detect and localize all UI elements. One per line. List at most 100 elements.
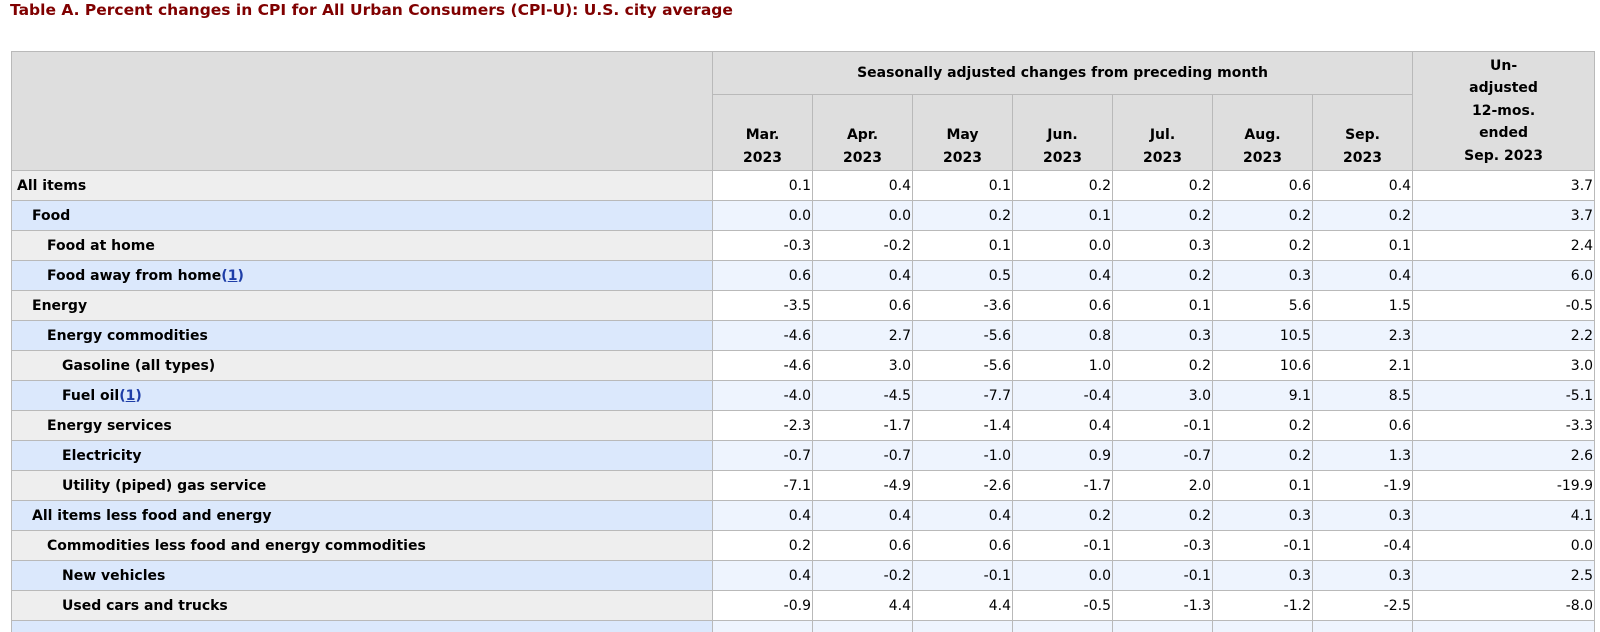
value-cell: -4.5: [812, 380, 913, 411]
value-cell: 0.4: [812, 500, 913, 531]
row-label-cell: Fuel oil(1): [11, 380, 713, 411]
value-cell: 3.0: [812, 350, 913, 381]
value-cell: 0.6: [1311, 410, 1414, 441]
value-cell: -1.9: [1311, 470, 1414, 501]
value-cell: [712, 620, 813, 632]
unadjusted-header-line: ended: [1479, 125, 1529, 142]
row-label: All items: [17, 178, 87, 194]
value-cell: 0.2: [912, 200, 1013, 231]
year-label: 2023: [843, 149, 882, 166]
unadjusted-value-cell: 3.7: [1412, 170, 1596, 201]
month-column-header: Apr. 2023: [812, 94, 913, 171]
row-label-cell: Energy: [11, 290, 713, 321]
value-cell: [1212, 620, 1313, 632]
value-cell: -2.6: [912, 470, 1013, 501]
table-row: Food 0.0 0.0 0.2 0.1 0.2 0.2 0.2 3.7: [11, 200, 1596, 231]
row-label-cell: Food: [11, 200, 713, 231]
value-cell: 0.4: [1012, 410, 1113, 441]
unadjusted-value-cell: -3.3: [1412, 410, 1596, 441]
value-cell: 0.2: [1112, 170, 1213, 201]
value-cell: 0.2: [1212, 440, 1313, 471]
value-cell: 0.1: [1112, 290, 1213, 321]
row-label-cell: All items less food and energy: [11, 500, 713, 531]
value-cell: 0.3: [1212, 560, 1313, 591]
row-label: Energy commodities: [47, 328, 208, 344]
value-cell: 0.6: [1212, 170, 1313, 201]
year-label: 2023: [1043, 149, 1082, 166]
table-title: Table A. Percent changes in CPI for All …: [10, 1, 733, 19]
value-cell: 0.1: [912, 230, 1013, 261]
value-cell: 0.4: [812, 260, 913, 291]
footnote-reference: (1): [221, 268, 244, 284]
value-cell: 0.2: [1112, 200, 1213, 231]
footnote-close-paren: ): [135, 388, 142, 404]
seasonally-adjusted-group-header: Seasonally adjusted changes from precedi…: [711, 51, 1414, 95]
row-label: Fuel oil: [62, 388, 120, 404]
row-label: Gasoline (all types): [62, 358, 216, 374]
row-label-cell: Energy services: [11, 410, 713, 441]
value-cell: 10.6: [1212, 350, 1313, 381]
value-cell: 0.2: [1212, 230, 1313, 261]
footnote-link[interactable]: 1: [227, 268, 238, 284]
value-cell: 0.1: [912, 170, 1013, 201]
value-cell: 2.0: [1112, 470, 1213, 501]
value-cell: -0.1: [1012, 530, 1113, 561]
value-cell: -0.3: [712, 230, 813, 261]
table-row: Energy services -2.3 -1.7 -1.4 0.4 -0.1 0.2 0.6…: [11, 410, 1596, 441]
value-cell: -3.5: [712, 290, 813, 321]
footnote-open-paren: (: [119, 388, 126, 404]
unadjusted-header-line: Un-: [1489, 57, 1518, 74]
value-cell: 0.2: [1012, 500, 1113, 531]
month-label: Apr.: [846, 127, 879, 143]
row-label: Commodities less food and energy commodi…: [47, 538, 426, 554]
value-cell: 1.3: [1311, 440, 1414, 471]
unadjusted-header-line: 12-mos.: [1471, 102, 1536, 119]
table-row: Fuel oil(1) -4.0 -4.5 -7.7 -0.4 3.0 9.1 8.5 -5.1: [11, 380, 1596, 411]
table-row: Food away from home(1) 0.6 0.4 0.5 0.4 0.2 0.3…: [11, 260, 1596, 291]
value-cell: 4.4: [812, 590, 913, 621]
unadjusted-value-cell: 0.0: [1412, 530, 1596, 561]
value-cell: 0.4: [1012, 260, 1113, 291]
value-cell: 0.1: [1012, 200, 1113, 231]
year-label: 2023: [943, 149, 982, 166]
unadjusted-value-cell: 2.6: [1412, 440, 1596, 471]
value-cell: 0.0: [1012, 560, 1113, 591]
value-cell: 0.4: [812, 170, 913, 201]
value-cell: 0.0: [1012, 230, 1113, 261]
table-row: Commodities less food and energy commodi…: [11, 530, 1596, 561]
value-cell: 3.0: [1112, 380, 1213, 411]
month-label: Jul.: [1149, 127, 1176, 143]
value-cell: 2.1: [1311, 350, 1414, 381]
value-cell: 0.5: [912, 260, 1013, 291]
value-cell: -4.6: [712, 320, 813, 351]
year-label: 2023: [743, 149, 782, 166]
row-label: Food at home: [47, 238, 155, 254]
value-cell: 2.3: [1311, 320, 1414, 351]
footnote-link[interactable]: 1: [125, 388, 136, 404]
value-cell: -0.1: [1112, 410, 1213, 441]
value-cell: 0.3: [1112, 230, 1213, 261]
stub-header: [11, 51, 713, 171]
value-cell: -0.7: [812, 440, 913, 471]
value-cell: 0.3: [1212, 500, 1313, 531]
row-label: Energy services: [47, 418, 172, 434]
footnote-close-paren: ): [237, 268, 244, 284]
year-label: 2023: [1343, 149, 1383, 166]
cpi-table: Seasonally adjusted changes from precedi…: [11, 51, 1596, 632]
value-cell: 0.3: [1212, 260, 1313, 291]
value-cell: 10.5: [1212, 320, 1313, 351]
value-cell: 0.2: [1112, 500, 1213, 531]
value-cell: -7.1: [712, 470, 813, 501]
value-cell: 0.6: [712, 260, 813, 291]
year-label: 2023: [1243, 149, 1282, 166]
month-label: Mar.: [745, 127, 780, 143]
value-cell: 5.6: [1212, 290, 1313, 321]
row-label: Energy: [32, 298, 88, 314]
table-row: Energy commodities -4.6 2.7 -5.6 0.8 0.3 10.5 2…: [11, 320, 1596, 351]
value-cell: -1.0: [912, 440, 1013, 471]
row-label-cell: All items: [11, 170, 713, 201]
row-label-cell: Food away from home(1): [11, 260, 713, 291]
value-cell: -4.6: [712, 350, 813, 381]
value-cell: -4.9: [812, 470, 913, 501]
value-cell: -0.1: [912, 560, 1013, 591]
